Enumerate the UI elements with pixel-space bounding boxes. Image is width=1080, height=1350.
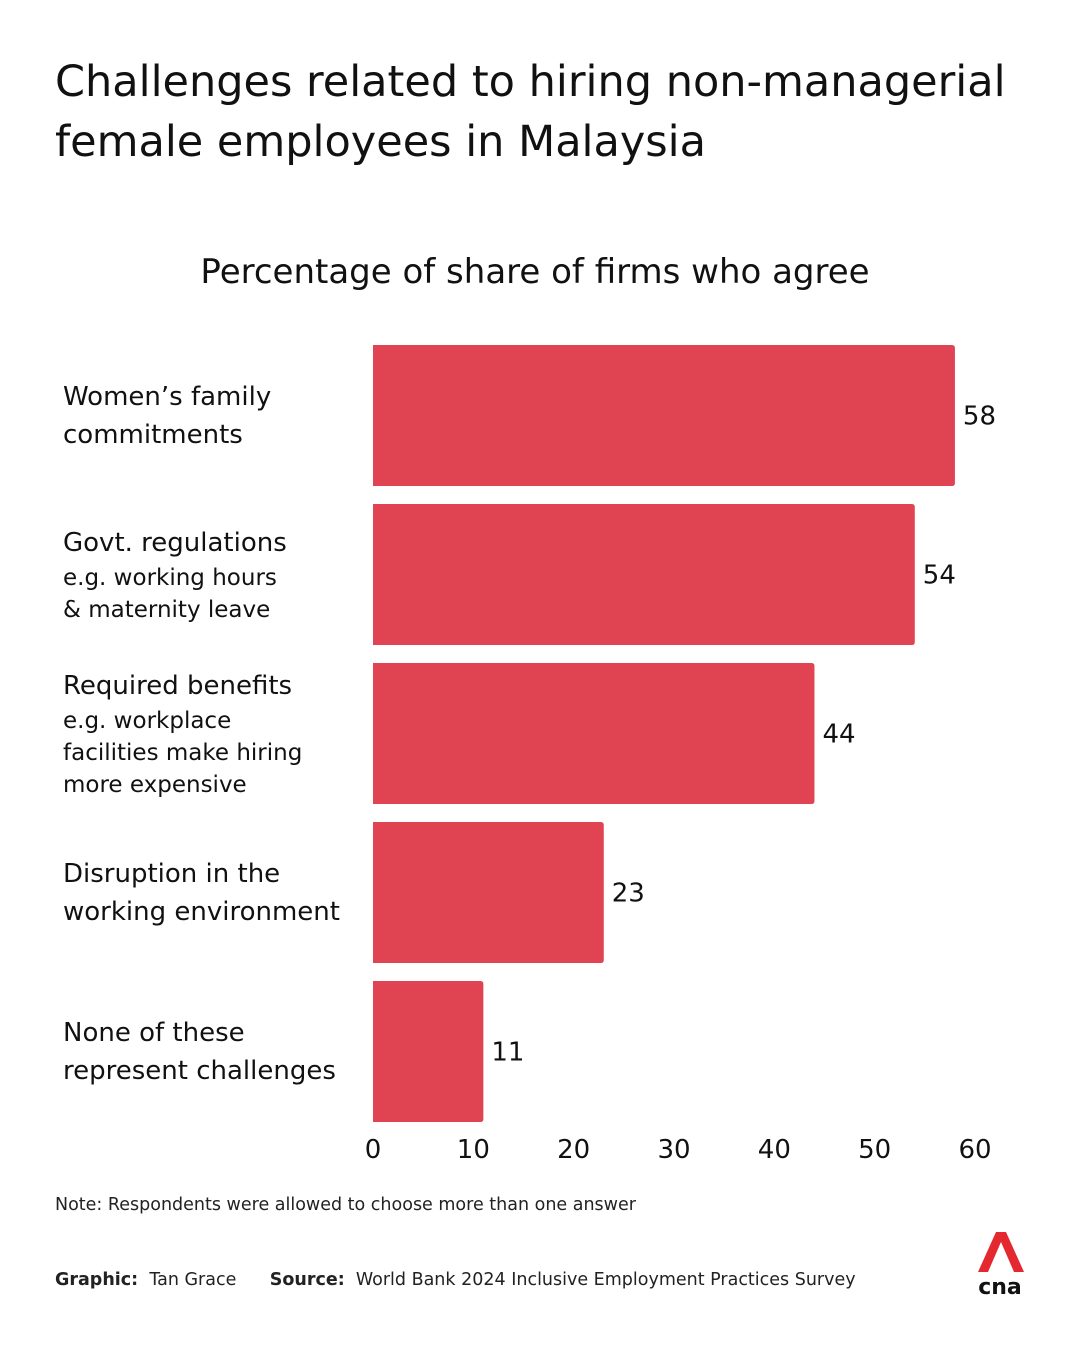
data-label: 11 — [491, 1038, 524, 1068]
bar-chart: 58 54 44 23 11 0 10 20 30 40 50 60 — [365, 345, 996, 1165]
bar — [373, 663, 815, 804]
category-label: Required benefits e.g. workplace facilitie… — [63, 667, 363, 801]
category-label-line: Govt. regulations — [63, 527, 287, 558]
category-label: Women’s family commitments — [63, 378, 363, 454]
data-label: 58 — [963, 402, 996, 432]
bar — [373, 345, 955, 486]
source-value: World Bank 2024 Inclusive Employment Pra… — [355, 1270, 856, 1290]
chart-title-line: Challenges related to hiring non-manager… — [55, 57, 1006, 107]
category-label: Govt. regulations e.g. working hours & mat… — [63, 524, 363, 626]
category-label-line: None of these — [63, 1017, 245, 1048]
x-tick-label: 50 — [858, 1135, 891, 1165]
category-label-line: represent challenges — [63, 1055, 336, 1086]
cna-logo-text: cna — [978, 1275, 1022, 1298]
bar — [373, 504, 915, 645]
chart-title: Challenges related to hiring non-manager… — [55, 52, 1055, 172]
x-tick-label: 60 — [958, 1135, 991, 1165]
category-label-detail: facilities make hiring — [63, 739, 303, 766]
bar — [373, 981, 484, 1122]
cna-logo-mark — [978, 1232, 1024, 1272]
bar — [373, 822, 604, 963]
x-tick-label: 30 — [657, 1135, 690, 1165]
category-label-line: Disruption in the — [63, 858, 281, 889]
category-label-detail: e.g. working hours — [63, 564, 277, 591]
category-label-detail: e.g. workplace — [63, 707, 232, 734]
source-key: Source: — [269, 1270, 345, 1290]
chart-title-line: female employees in Malaysia — [55, 117, 706, 167]
category-label-line: Required benefits — [63, 670, 293, 701]
data-label: 44 — [822, 720, 855, 750]
category-label-detail: & maternity leave — [63, 596, 271, 623]
data-label: 23 — [612, 879, 645, 909]
data-label: 54 — [923, 561, 956, 591]
graphic-credit-key: Graphic: — [55, 1270, 139, 1290]
category-label-line: Women’s family — [63, 381, 272, 412]
category-label-detail: more expensive — [63, 771, 247, 798]
cna-logo-icon: cna — [972, 1232, 1028, 1302]
x-tick-label: 20 — [557, 1135, 590, 1165]
x-tick-label: 40 — [758, 1135, 791, 1165]
category-label: Disruption in the working environment — [63, 855, 363, 931]
category-label: None of these represent challenges — [63, 1014, 363, 1090]
category-label-line: commitments — [63, 419, 243, 450]
x-tick-label: 0 — [365, 1135, 382, 1165]
category-label-line: working environment — [63, 896, 340, 927]
chart-note: Note: Respondents were allowed to choose… — [55, 1195, 636, 1215]
chart-footer: Graphic: Tan Grace Source: World Bank 20… — [55, 1270, 856, 1290]
graphic-credit-value: Tan Grace — [149, 1270, 237, 1290]
x-tick-label: 10 — [457, 1135, 490, 1165]
chart-subtitle: Percentage of share of firms who agree — [200, 252, 870, 292]
